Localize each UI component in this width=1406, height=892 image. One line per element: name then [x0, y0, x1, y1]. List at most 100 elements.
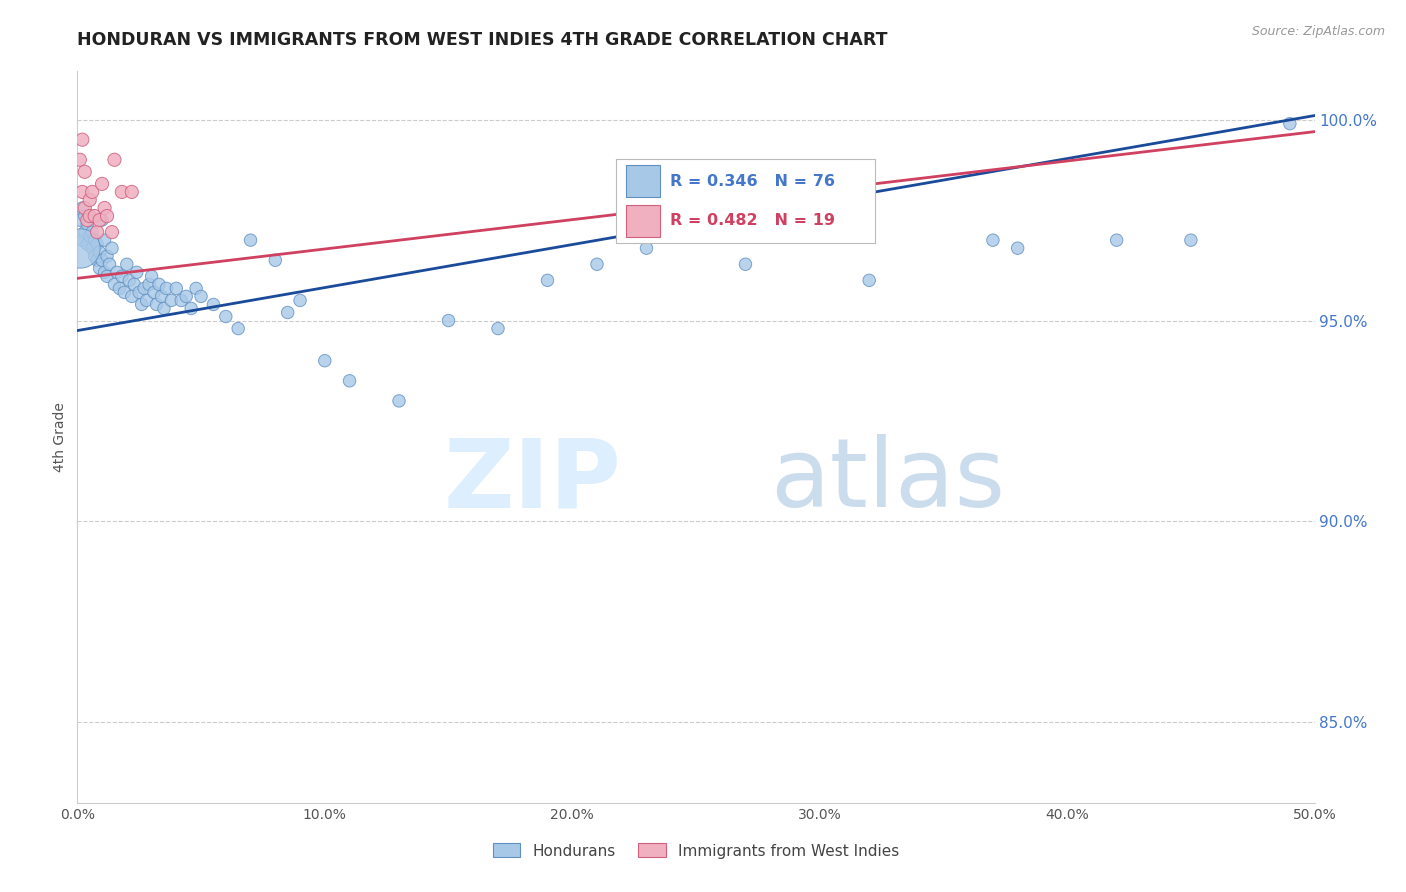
Point [141, 269, 163, 284]
Point [72, 133, 94, 147]
Point [103, 153, 125, 167]
Point [108, 281, 131, 295]
Point [115, 257, 138, 271]
Point [86, 253, 108, 268]
Point [145, 297, 167, 311]
Point [82, 225, 104, 239]
Point [339, 374, 361, 388]
Point [86, 237, 108, 252]
Point [184, 281, 207, 295]
Point [118, 273, 141, 287]
Point [131, 297, 153, 311]
Point [76, 213, 98, 227]
Text: HONDURAN VS IMMIGRANTS FROM WEST INDIES 4TH GRADE CORRELATION CHART: HONDURAN VS IMMIGRANTS FROM WEST INDIES … [77, 31, 887, 49]
Point [91, 177, 114, 191]
Point [239, 233, 262, 247]
Point [111, 185, 134, 199]
Point [89, 261, 111, 276]
Point [134, 281, 156, 295]
Point [121, 289, 143, 303]
Point [264, 253, 287, 268]
Point [112, 285, 135, 300]
Point [93, 201, 115, 215]
Point [636, 241, 658, 255]
Point [180, 301, 202, 316]
Point [1007, 241, 1029, 255]
Point [165, 281, 187, 295]
Point [69, 153, 91, 167]
Point [103, 277, 125, 292]
Point [202, 297, 225, 311]
Point [122, 277, 145, 292]
Point [288, 293, 311, 308]
Point [73, 225, 96, 239]
Point [486, 321, 509, 335]
Point [174, 289, 197, 303]
Point [138, 277, 160, 292]
Point [91, 253, 114, 268]
Point [101, 241, 124, 255]
Point [160, 293, 183, 308]
Point [1180, 233, 1202, 247]
Point [93, 233, 115, 247]
Point [388, 393, 411, 408]
Point [69, 241, 91, 255]
Point [72, 233, 94, 247]
Point [79, 209, 101, 223]
Point [83, 249, 105, 263]
Point [148, 277, 170, 292]
Point [1278, 117, 1301, 131]
Point [96, 209, 118, 223]
Point [135, 293, 157, 308]
Point [83, 209, 105, 223]
Point [89, 245, 111, 260]
Point [89, 213, 111, 227]
Point [586, 257, 609, 271]
Text: atlas: atlas [770, 434, 1005, 527]
Y-axis label: 4th Grade: 4th Grade [53, 402, 67, 472]
Point [143, 285, 166, 300]
Point [314, 353, 336, 368]
Point [93, 265, 115, 279]
Point [105, 265, 128, 279]
Point [86, 225, 108, 239]
Point [153, 301, 176, 316]
Point [82, 241, 104, 255]
Point [72, 201, 94, 215]
Point [858, 273, 880, 287]
Point [981, 233, 1004, 247]
Point [73, 201, 96, 215]
Point [76, 237, 98, 252]
Point [121, 185, 143, 199]
Point [83, 233, 105, 247]
Text: Source: ZipAtlas.com: Source: ZipAtlas.com [1251, 25, 1385, 38]
Point [734, 257, 756, 271]
Point [82, 185, 104, 199]
Point [150, 289, 173, 303]
Point [111, 269, 134, 284]
Point [96, 269, 118, 284]
Point [1105, 233, 1128, 247]
Point [215, 310, 238, 324]
Point [79, 209, 101, 223]
Point [125, 265, 148, 279]
Point [226, 321, 249, 335]
Point [128, 285, 150, 300]
Text: ZIP: ZIP [444, 434, 621, 527]
Point [536, 273, 558, 287]
Point [72, 185, 94, 199]
Point [170, 293, 193, 308]
Point [96, 249, 118, 263]
Point [155, 281, 177, 295]
Point [91, 213, 114, 227]
Point [190, 289, 212, 303]
Point [69, 213, 91, 227]
Point [79, 193, 101, 207]
Point [79, 229, 101, 244]
Legend: Hondurans, Immigrants from West Indies: Hondurans, Immigrants from West Indies [486, 838, 905, 864]
Point [101, 225, 124, 239]
Point [437, 313, 460, 327]
Point [98, 257, 121, 271]
Point [73, 209, 96, 223]
Point [73, 165, 96, 179]
